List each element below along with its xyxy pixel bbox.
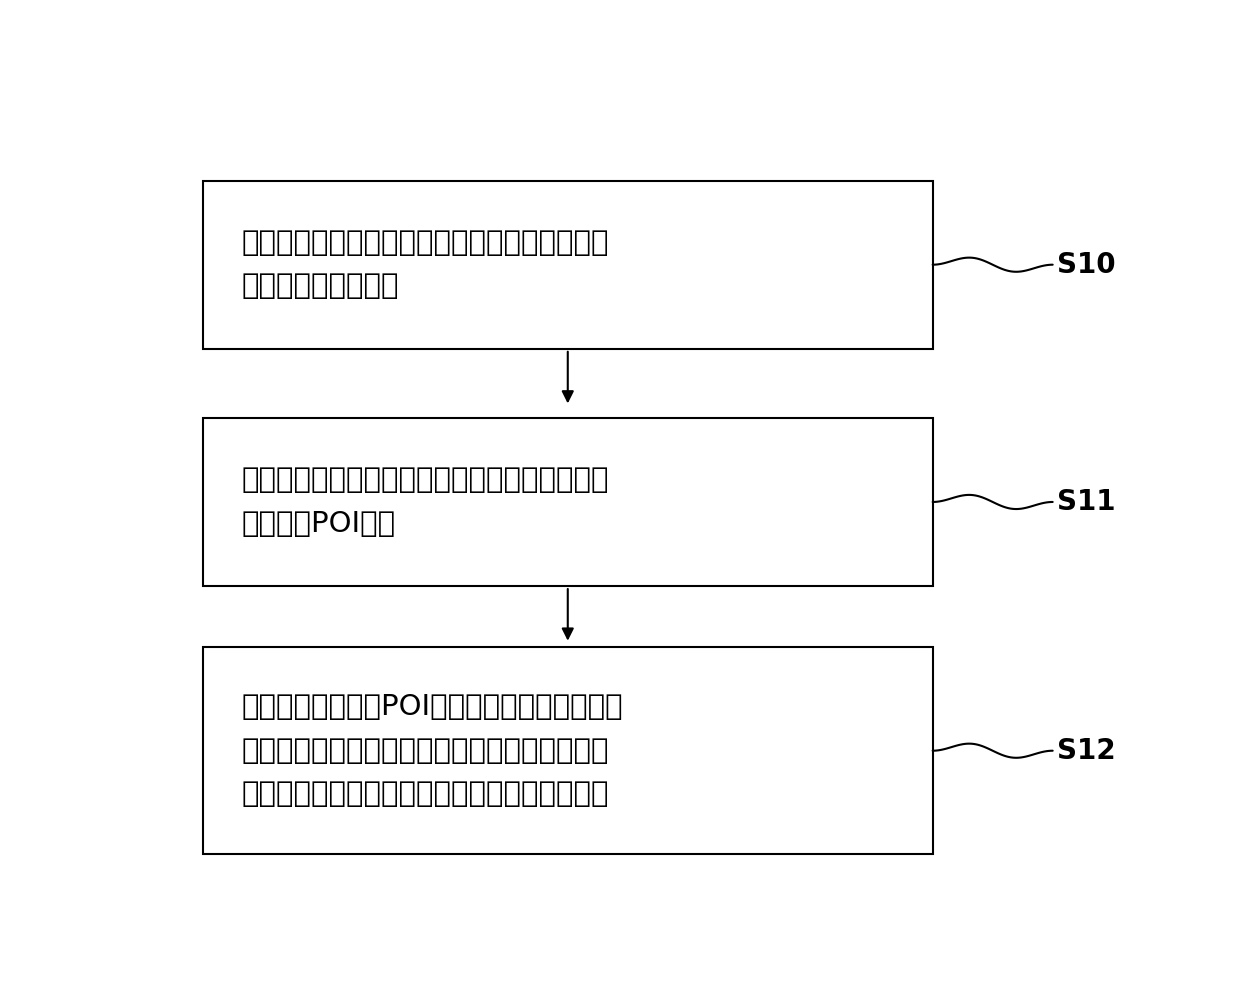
Text: 检测到用户对酒店POI列表中一目标酒店触发操
作时，加载所述目标酒店的预览界面，并在预览
界面中的房型区域展示对应客房的卫生认证标记: 检测到用户对酒店POI列表中一目标酒店触发操 作时，加载所述目标酒店的预览界面，… bbox=[242, 694, 623, 808]
Text: S10: S10 bbox=[1057, 250, 1116, 278]
Text: S11: S11 bbox=[1057, 488, 1116, 516]
Text: S12: S12 bbox=[1057, 737, 1116, 764]
Bar bbox=[203, 647, 933, 854]
Bar bbox=[203, 417, 933, 586]
Text: 依据用户的触发操作加载酒店频道的预定界面以
供用户进行搜索操作: 依据用户的触发操作加载酒店频道的预定界面以 供用户进行搜索操作 bbox=[242, 229, 608, 300]
Text: 依据用户的搜索操作加载搜索结果界面并展示搜
索的酒店POI列表: 依据用户的搜索操作加载搜索结果界面并展示搜 索的酒店POI列表 bbox=[242, 466, 608, 538]
Bar bbox=[203, 181, 933, 349]
